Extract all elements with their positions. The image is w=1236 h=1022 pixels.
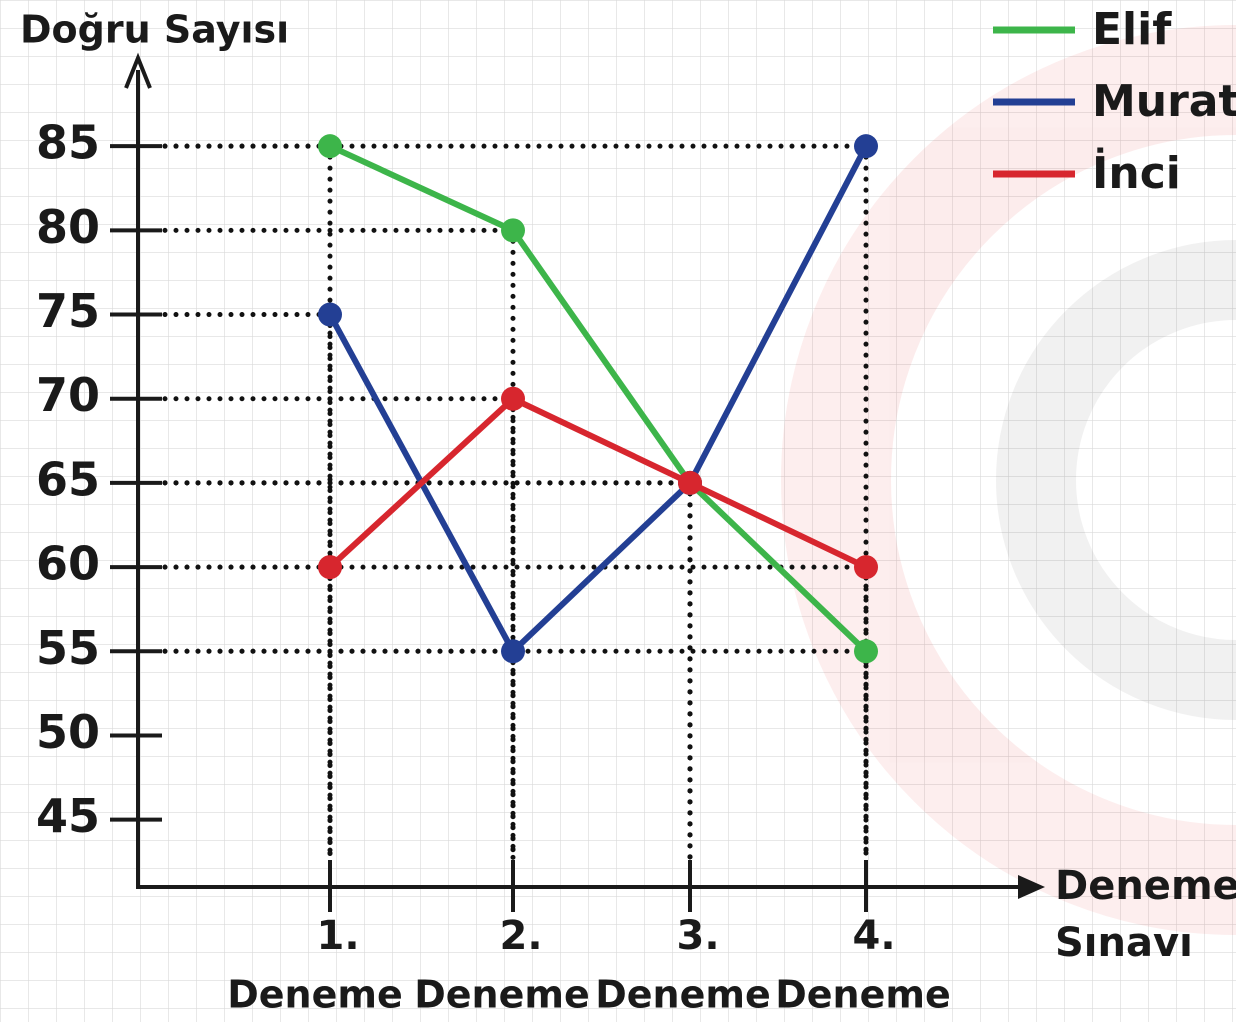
axes [124, 52, 1045, 899]
y-axis-arrow [124, 52, 152, 89]
y-tick-label: 45 [36, 789, 100, 843]
data-point [678, 470, 702, 495]
data-point [854, 639, 878, 664]
y-tick-label: 50 [36, 705, 100, 759]
legend-label: Murat [1092, 76, 1236, 127]
y-tick-label: 70 [36, 368, 100, 422]
x-axis-arrow [1018, 875, 1045, 899]
x-tick-sublabel: Deneme [775, 973, 951, 1017]
data-point [318, 302, 342, 327]
y-tick-label: 75 [36, 284, 100, 338]
y-axis-label: Doğru Sayısı [20, 8, 289, 52]
watermark [781, 25, 1236, 935]
data-point [854, 555, 878, 580]
x-tick-label: 3. [676, 913, 719, 959]
x-tick-label: 4. [852, 913, 895, 959]
y-tick-label: 60 [36, 537, 100, 591]
data-point [854, 134, 878, 159]
x-axis-label: Sınavı [1055, 920, 1193, 966]
series-line [328, 143, 869, 654]
data-point [318, 134, 342, 159]
legend-label: Elif [1092, 4, 1172, 55]
legend-label: İnci [1092, 146, 1181, 199]
series-line [327, 395, 868, 570]
y-tick-label: 80 [36, 200, 100, 254]
x-tick-sublabel: Deneme [414, 973, 590, 1017]
data-point [501, 639, 525, 664]
data-point [501, 386, 525, 411]
x-tick-sublabel: Deneme [595, 973, 771, 1017]
data-point [318, 555, 342, 580]
x-tick-label: 1. [316, 913, 359, 959]
x-axis-label: Deneme [1055, 863, 1236, 909]
x-tick-label: 2. [499, 913, 542, 959]
data-point [501, 218, 525, 243]
x-tick-sublabel: Deneme [227, 973, 403, 1017]
y-tick-label: 55 [36, 621, 100, 675]
y-tick-label: 65 [36, 452, 100, 506]
y-tick-label: 85 [36, 116, 100, 170]
